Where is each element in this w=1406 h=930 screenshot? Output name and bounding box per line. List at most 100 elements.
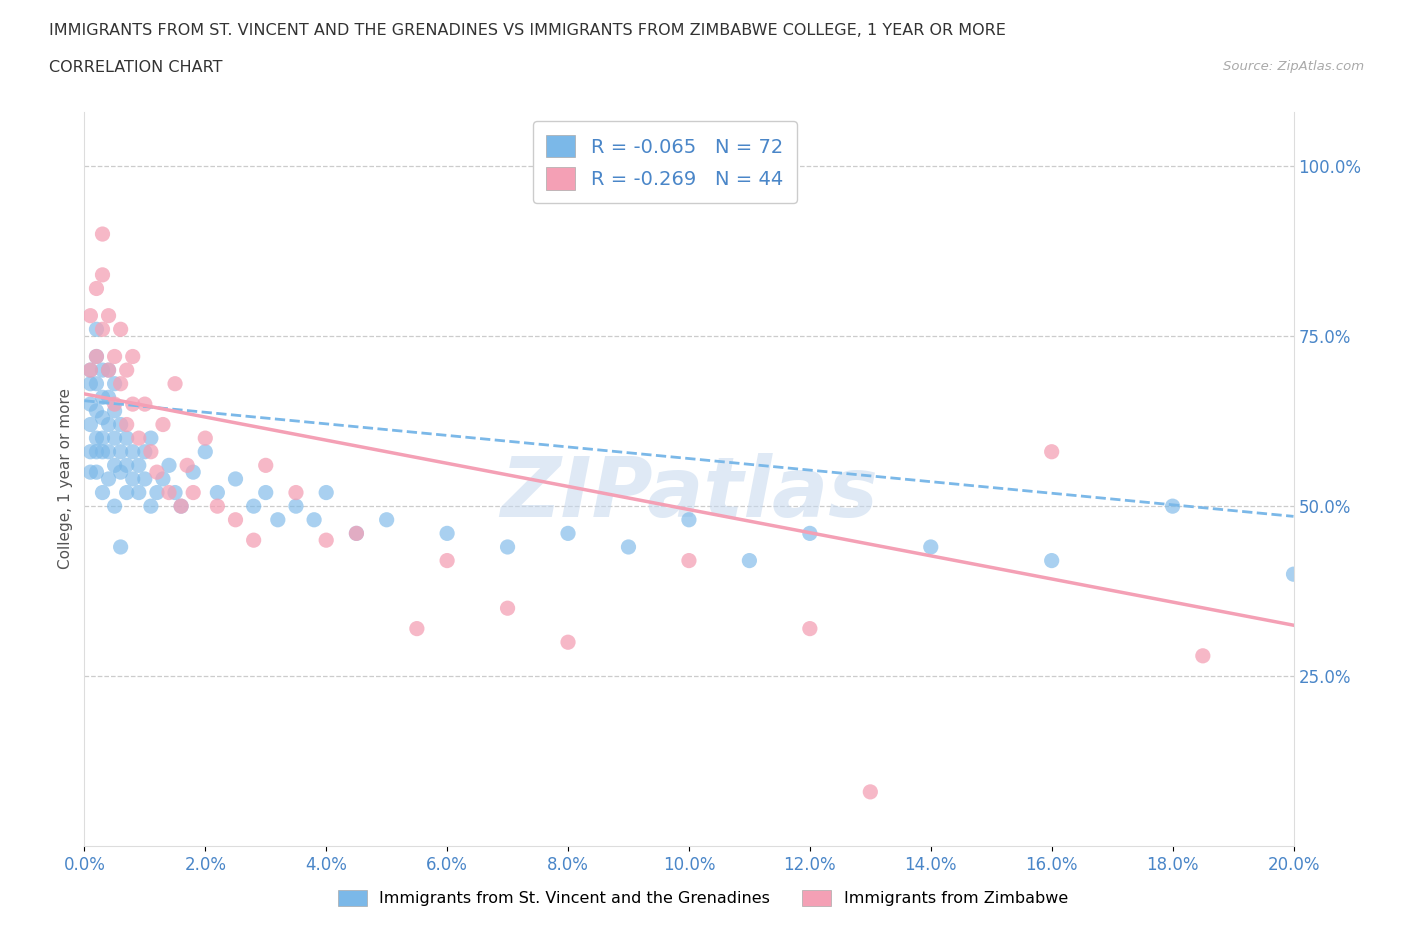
Point [207, 485, 229, 500]
Point [91, 431, 114, 445]
Point [557, 526, 579, 541]
Point [121, 397, 143, 412]
Point [110, 445, 132, 459]
Point [115, 458, 138, 472]
Point [146, 485, 169, 500]
Text: IMMIGRANTS FROM ST. VINCENT AND THE GRENADINES VS IMMIGRANTS FROM ZIMBABWE COLLE: IMMIGRANTS FROM ST. VINCENT AND THE GREN… [49, 23, 1007, 38]
Point [79, 363, 101, 378]
Point [152, 417, 174, 432]
Point [91, 485, 114, 500]
Point [115, 431, 138, 445]
Point [128, 485, 150, 500]
Point [738, 553, 761, 568]
Point [97, 390, 120, 405]
Point [91, 390, 114, 405]
Text: ZIPatlas: ZIPatlas [501, 453, 877, 534]
Point [115, 417, 138, 432]
Point [170, 498, 193, 513]
Legend: R = -0.065   N = 72, R = -0.269   N = 44: R = -0.065 N = 72, R = -0.269 N = 44 [533, 121, 797, 203]
Point [920, 539, 942, 554]
Point [97, 472, 120, 486]
Point [1282, 566, 1305, 581]
Point [91, 227, 114, 242]
Point [97, 417, 120, 432]
Point [436, 553, 458, 568]
Point [86, 281, 108, 296]
Point [254, 485, 277, 500]
Point [86, 445, 108, 459]
Point [79, 377, 101, 392]
Point [165, 377, 187, 392]
Point [86, 431, 108, 445]
Point [110, 417, 132, 432]
Point [406, 621, 429, 636]
Point [315, 533, 337, 548]
Point [97, 445, 120, 459]
Point [557, 635, 579, 650]
Point [110, 539, 132, 554]
Point [104, 431, 127, 445]
Point [104, 349, 127, 364]
Point [121, 349, 143, 364]
Point [302, 512, 325, 527]
Point [225, 472, 247, 486]
Point [86, 349, 108, 364]
Point [1040, 553, 1063, 568]
Point [110, 322, 132, 337]
Point [128, 458, 150, 472]
Point [97, 363, 120, 378]
Point [146, 465, 169, 480]
Point [86, 377, 108, 392]
Point [678, 512, 700, 527]
Point [346, 526, 368, 541]
Point [165, 485, 187, 500]
Point [104, 397, 127, 412]
Point [79, 417, 101, 432]
Point [115, 485, 138, 500]
Point [176, 458, 198, 472]
Point [436, 526, 458, 541]
Point [91, 322, 114, 337]
Point [375, 512, 398, 527]
Point [207, 498, 229, 513]
Point [91, 410, 114, 425]
Point [170, 498, 193, 513]
Point [91, 363, 114, 378]
Point [267, 512, 290, 527]
Point [104, 377, 127, 392]
Point [225, 512, 247, 527]
Point [181, 465, 204, 480]
Point [134, 472, 156, 486]
Point [1040, 445, 1063, 459]
Point [254, 458, 277, 472]
Point [79, 445, 101, 459]
Point [242, 533, 264, 548]
Point [86, 404, 108, 418]
Point [139, 431, 162, 445]
Point [134, 445, 156, 459]
Point [242, 498, 264, 513]
Point [799, 621, 821, 636]
Point [79, 363, 101, 378]
Point [134, 397, 156, 412]
Point [157, 458, 180, 472]
Point [1161, 498, 1184, 513]
Legend: Immigrants from St. Vincent and the Grenadines, Immigrants from Zimbabwe: Immigrants from St. Vincent and the Gren… [332, 884, 1074, 912]
Point [496, 539, 519, 554]
Point [104, 404, 127, 418]
Point [91, 445, 114, 459]
Point [79, 308, 101, 323]
Point [678, 553, 700, 568]
Point [285, 498, 308, 513]
Y-axis label: College, 1 year or more: College, 1 year or more [58, 389, 73, 569]
Point [496, 601, 519, 616]
Point [194, 445, 217, 459]
Point [115, 363, 138, 378]
Point [139, 498, 162, 513]
Point [86, 349, 108, 364]
Point [128, 431, 150, 445]
Point [139, 445, 162, 459]
Point [859, 784, 882, 799]
Point [121, 472, 143, 486]
Point [104, 498, 127, 513]
